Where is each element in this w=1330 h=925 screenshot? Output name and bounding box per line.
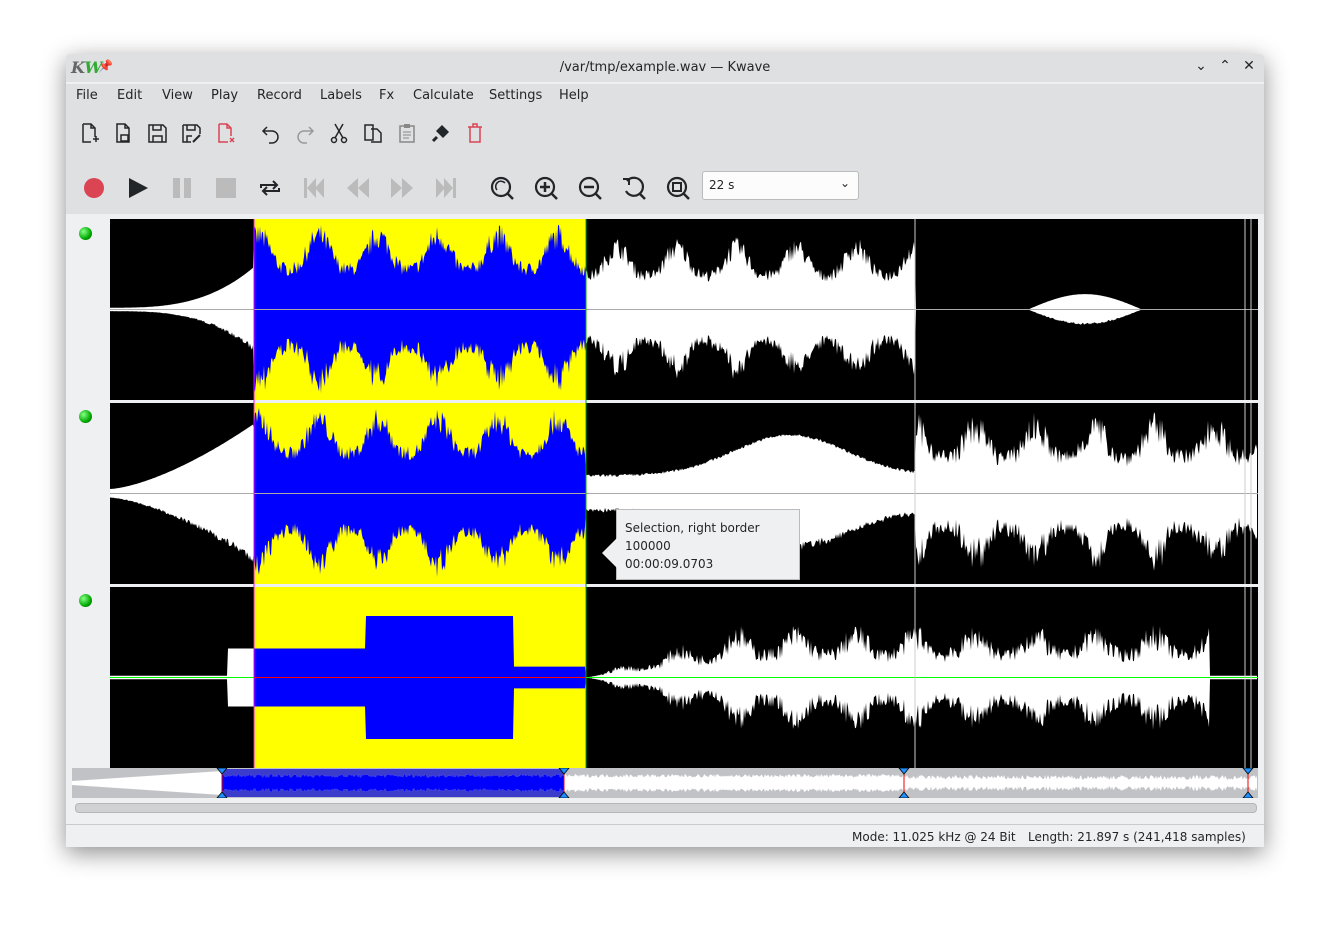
minimize-icon[interactable]: ⌄ <box>1195 58 1207 74</box>
zoom-in-icon[interactable] <box>534 176 558 200</box>
menu-fx[interactable]: Fx <box>379 88 395 103</box>
tooltip-sample: 100000 <box>625 539 671 553</box>
kwave-window: KW 📌 /var/tmp/example.wav — Kwave ⌄ ⌃ ✕ … <box>66 54 1264 847</box>
undo-icon[interactable] <box>259 121 283 145</box>
file-toolbar <box>66 108 1264 158</box>
zoom-original-icon[interactable] <box>622 176 646 200</box>
menu-calculate[interactable]: Calculate <box>413 88 474 103</box>
status-bar: Mode: 11.025 kHz @ 24 Bit Length: 21.897… <box>66 824 1264 847</box>
zoom-all-icon[interactable] <box>666 176 690 200</box>
forward-to-end-icon[interactable] <box>434 176 458 200</box>
menu-labels[interactable]: Labels <box>320 88 362 103</box>
window-title: /var/tmp/example.wav — Kwave <box>559 60 771 75</box>
title-bar: KW 📌 /var/tmp/example.wav — Kwave ⌄ ⌃ ✕ <box>66 54 1264 82</box>
copy-icon[interactable] <box>361 121 385 145</box>
cut-icon[interactable] <box>327 121 351 145</box>
open-file-icon[interactable] <box>111 121 135 145</box>
menu-file[interactable]: File <box>76 88 98 103</box>
pin-icon[interactable]: 📌 <box>98 59 113 73</box>
overview-marker-handle[interactable] <box>898 768 910 798</box>
tooltip-time: 00:00:09.0703 <box>625 557 714 571</box>
new-file-icon[interactable] <box>77 121 101 145</box>
track-2-enabled-led[interactable] <box>79 410 92 423</box>
signal-view[interactable] <box>110 219 1258 768</box>
menu-play[interactable]: Play <box>211 88 239 103</box>
rewind-to-start-icon[interactable] <box>302 176 326 200</box>
overview-marker-handle[interactable] <box>558 768 570 798</box>
track-1-enabled-led[interactable] <box>79 227 92 240</box>
save-icon[interactable] <box>145 121 169 145</box>
menu-bar: File Edit View Play Record Labels Fx Calculate S… <box>66 84 1264 108</box>
tooltip-title: Selection, right border <box>625 521 760 535</box>
close-file-icon[interactable] <box>213 121 237 145</box>
chevron-down-icon: ⌄ <box>839 176 850 190</box>
menu-edit[interactable]: Edit <box>117 88 143 103</box>
paste-icon[interactable] <box>395 121 419 145</box>
zoom-select[interactable]: 22 s ⌄ <box>702 171 859 200</box>
selection-tooltip: Selection, right border 100000 00:00:09.… <box>602 509 800 580</box>
overview-marker-handle[interactable] <box>1242 768 1254 798</box>
app-logo: KW <box>71 58 103 77</box>
overview-waveform-selected <box>222 774 564 792</box>
overview-bar[interactable] <box>72 768 1258 798</box>
track-1[interactable] <box>110 219 1258 400</box>
horizontal-scrollbar[interactable] <box>75 803 1257 813</box>
menu-record[interactable]: Record <box>257 88 302 103</box>
rewind-icon[interactable] <box>346 176 370 200</box>
status-length: Length: 21.897 s (241,418 samples) <box>1028 830 1246 844</box>
maximize-icon[interactable]: ⌃ <box>1219 58 1231 74</box>
pause-icon[interactable] <box>170 176 194 200</box>
zoom-to-selection-icon[interactable] <box>490 176 514 200</box>
menu-help[interactable]: Help <box>559 88 589 103</box>
delete-icon[interactable] <box>463 121 487 145</box>
menu-settings[interactable]: Settings <box>489 88 543 103</box>
erase-icon[interactable] <box>429 121 453 145</box>
loop-icon[interactable] <box>258 176 282 200</box>
stop-icon[interactable] <box>214 176 238 200</box>
close-icon[interactable]: ✕ <box>1243 58 1255 74</box>
redo-icon[interactable] <box>293 121 317 145</box>
zoom-value: 22 s <box>709 178 735 192</box>
forward-icon[interactable] <box>390 176 414 200</box>
menu-view[interactable]: View <box>162 88 193 103</box>
zoom-out-icon[interactable] <box>578 176 602 200</box>
overview-marker-handle[interactable] <box>216 768 228 798</box>
status-mode: Mode: 11.025 kHz @ 24 Bit <box>852 830 1016 844</box>
waveform-selected <box>254 407 586 578</box>
record-icon[interactable] <box>82 176 106 200</box>
save-as-icon[interactable] <box>179 121 203 145</box>
play-icon[interactable] <box>126 176 150 200</box>
transport-toolbar: 22 s ⌄ <box>66 158 1264 214</box>
track-sidebar <box>66 214 110 767</box>
track-3[interactable] <box>110 587 1258 768</box>
track-3-enabled-led[interactable] <box>79 594 92 607</box>
